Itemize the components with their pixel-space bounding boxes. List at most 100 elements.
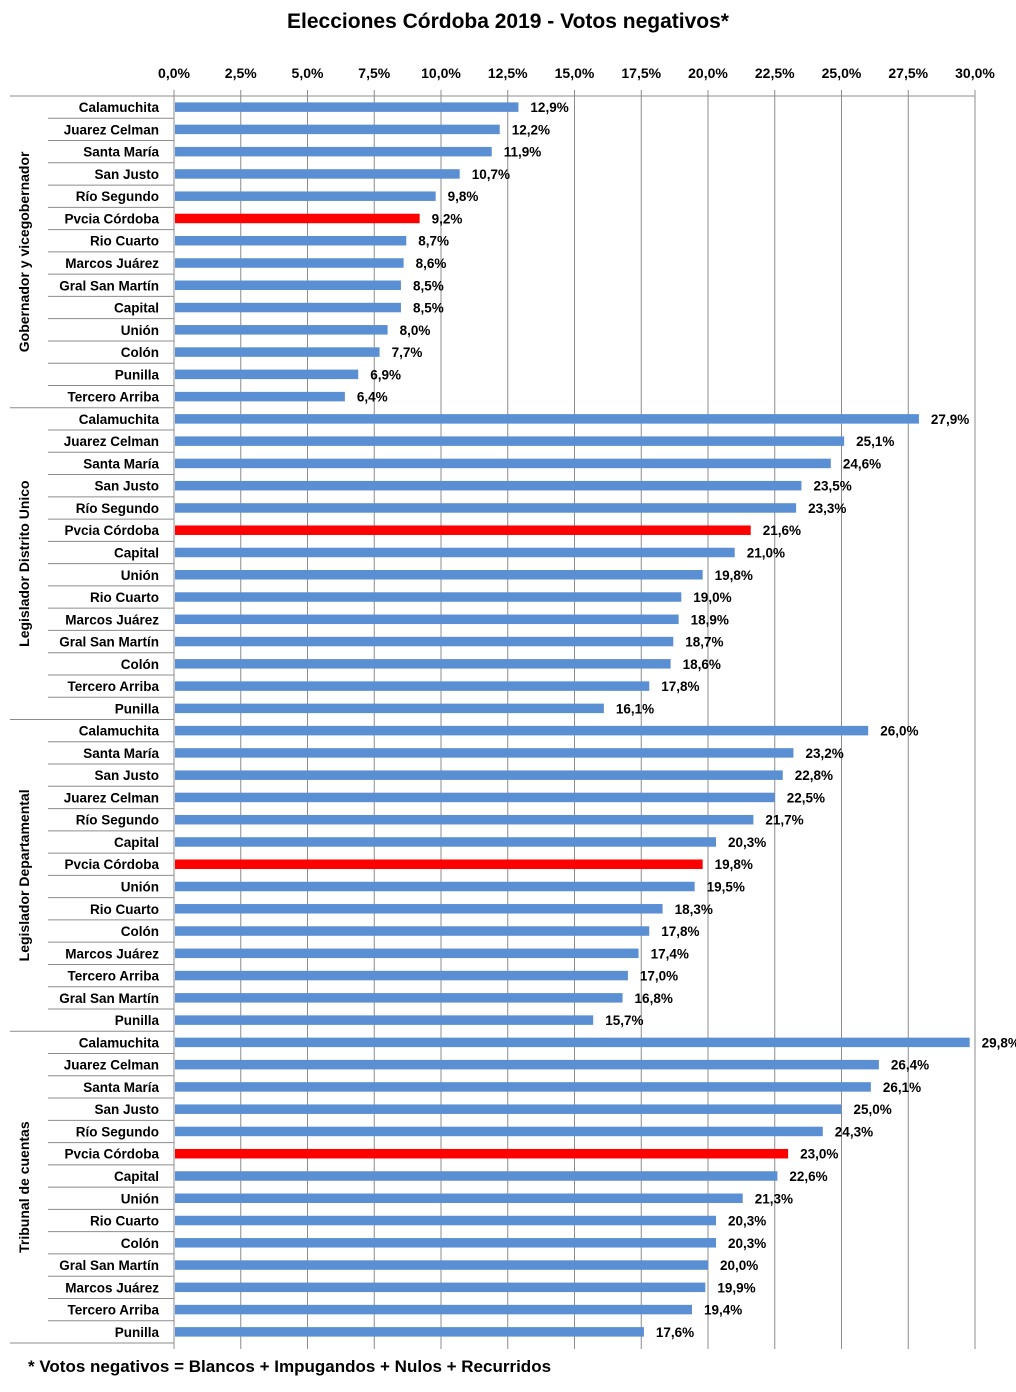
category-label: Pvcia Córdoba	[64, 523, 159, 538]
category-label: Pvcia Córdoba	[64, 857, 159, 872]
group-label: Legislador Departamental	[16, 789, 32, 961]
bar	[175, 102, 519, 112]
data-label: 15,7%	[605, 1013, 643, 1028]
category-label: Marcos Juárez	[65, 256, 159, 271]
bar	[175, 1193, 743, 1204]
data-label: 17,0%	[640, 969, 678, 984]
category-label: San Justo	[94, 768, 159, 783]
category-label: Rio Cuarto	[90, 234, 159, 249]
data-label: 11,9%	[504, 145, 542, 160]
bar	[175, 1327, 644, 1337]
category-label: Río Segundo	[76, 813, 159, 828]
data-label: 25,1%	[856, 434, 894, 449]
bar	[175, 659, 671, 669]
category-label: Punilla	[115, 1325, 160, 1340]
data-label: 17,8%	[661, 679, 699, 694]
bar	[175, 570, 703, 580]
bar	[175, 458, 831, 469]
category-label: Calamuchita	[79, 1035, 160, 1050]
data-label: 8,7%	[418, 234, 449, 249]
data-label: 7,7%	[392, 345, 423, 360]
bar	[175, 146, 492, 157]
bar	[175, 770, 783, 780]
category-label: Gral San Martín	[59, 278, 159, 293]
bar	[175, 1304, 692, 1315]
category-label: Capital	[114, 301, 159, 316]
category-label: Punilla	[115, 1013, 160, 1028]
category-label: Punilla	[115, 701, 160, 716]
bar	[175, 325, 388, 335]
data-label: 27,9%	[931, 412, 969, 427]
data-label: 8,0%	[400, 323, 431, 338]
data-label: 8,5%	[413, 301, 444, 316]
category-axis: Gobernador y vicegobernador Calamuchita Ju…	[16, 100, 159, 1340]
category-label: Santa María	[83, 456, 159, 471]
category-label: Colón	[121, 924, 159, 939]
bar	[175, 503, 797, 513]
data-label: 9,8%	[448, 189, 479, 204]
data-label: 23,3%	[808, 501, 846, 516]
bar	[175, 191, 436, 201]
x-tick-label: 27,5%	[888, 65, 928, 81]
bar	[175, 748, 794, 758]
category-label: Tercero Arriba	[67, 679, 159, 694]
category-label: San Justo	[94, 479, 159, 494]
bar	[175, 1282, 706, 1293]
bar	[175, 837, 717, 847]
category-label: Marcos Juárez	[65, 1280, 159, 1295]
category-label: Unión	[121, 880, 159, 895]
category-label: Río Segundo	[76, 1124, 159, 1139]
x-tick-label: 12,5%	[488, 65, 528, 81]
category-label: Marcos Juárez	[65, 612, 159, 627]
bar	[175, 993, 623, 1003]
category-label: San Justo	[94, 167, 159, 182]
bar	[175, 725, 869, 736]
x-tick-label: 17,5%	[621, 65, 661, 81]
category-label: Colón	[121, 345, 159, 360]
data-label: 21,3%	[755, 1191, 793, 1206]
data-label: 23,5%	[813, 479, 851, 494]
category-label: Rio Cuarto	[90, 590, 159, 605]
data-label: 21,6%	[763, 523, 801, 538]
data-label: 22,5%	[787, 790, 825, 805]
data-label: 8,5%	[413, 278, 444, 293]
bar	[175, 414, 919, 424]
data-label: 25,0%	[854, 1102, 892, 1117]
data-labels: 12,9% 12,2% 11,9% 10,7% 9,8% 9,2% 8,7% 8,6% 8,5%…	[357, 100, 1016, 1340]
category-label: Río Segundo	[76, 501, 159, 516]
category-label: Punilla	[115, 367, 160, 382]
data-label: 18,6%	[683, 657, 721, 672]
x-tick-label: 7,5%	[358, 65, 390, 81]
data-label: 20,3%	[728, 1214, 766, 1229]
data-label: 26,0%	[880, 724, 918, 739]
x-tick-label: 15,0%	[555, 65, 595, 81]
data-label: 18,3%	[675, 902, 713, 917]
category-label: Juarez Celman	[64, 1058, 159, 1073]
category-label: Juarez Celman	[64, 434, 159, 449]
data-label: 12,2%	[512, 122, 550, 137]
category-label: Colón	[121, 657, 159, 672]
x-tick-label: 20,0%	[688, 65, 728, 81]
bar	[175, 391, 345, 402]
group-label: Tribunal de cuentas	[16, 1121, 32, 1253]
data-label: 8,6%	[416, 256, 447, 271]
bar	[175, 636, 674, 647]
category-label: Juarez Celman	[64, 790, 159, 805]
bar	[175, 280, 401, 291]
data-label: 10,7%	[472, 167, 510, 182]
category-label: Colón	[121, 1236, 159, 1251]
data-label: 20,3%	[728, 1236, 766, 1251]
data-label: 20,0%	[720, 1258, 758, 1273]
data-label: 24,3%	[835, 1124, 873, 1139]
data-label: 18,9%	[691, 612, 729, 627]
category-label: Capital	[114, 835, 159, 850]
bar	[175, 614, 679, 625]
data-label: 6,9%	[370, 367, 401, 382]
category-label: Pvcia Córdoba	[64, 211, 159, 226]
x-tick-label: 22,5%	[755, 65, 795, 81]
category-label: Unión	[121, 323, 159, 338]
x-axis-ticks: 0,0% 2,5% 5,0% 7,5% 10,0% 12,5% 15,0% 17,5% 20,0…	[158, 65, 995, 81]
bar	[175, 703, 604, 714]
category-label: Calamuchita	[79, 724, 160, 739]
data-label: 22,8%	[795, 768, 833, 783]
